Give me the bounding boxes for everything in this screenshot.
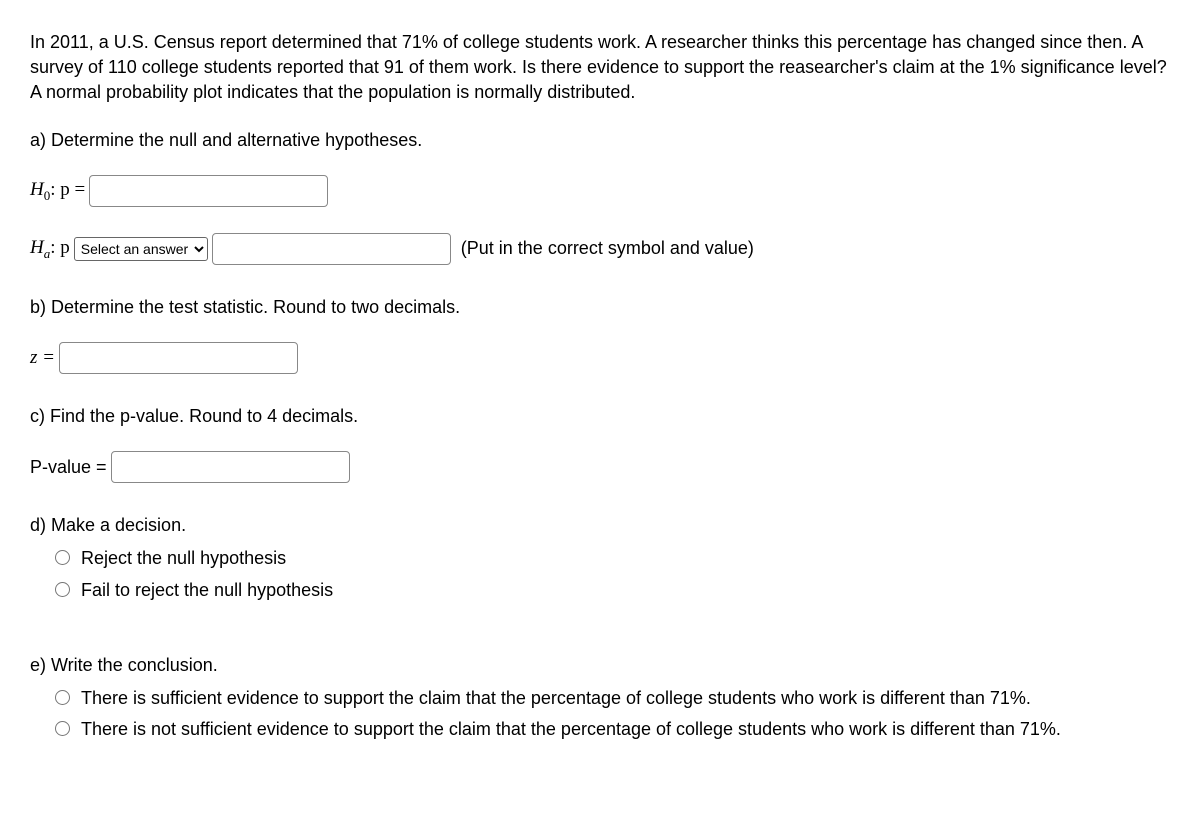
part-e-radio-0[interactable] (55, 690, 70, 705)
pvalue-label: P-value = (30, 455, 107, 480)
problem-statement: In 2011, a U.S. Census report determined… (30, 30, 1170, 106)
ha-label: Ha: p (30, 235, 70, 263)
h0-label: H0: p = (30, 177, 85, 205)
part-b-prompt: b) Determine the test statistic. Round t… (30, 295, 1170, 320)
ha-operator-select[interactable]: Select an answer (74, 237, 208, 261)
part-a: a) Determine the null and alternative hy… (30, 128, 1170, 265)
h0-row: H0: p = (30, 175, 1170, 207)
h0-letter: H (30, 179, 44, 200)
part-e-option-1[interactable]: There is not sufficient evidence to supp… (50, 717, 1170, 742)
ha-tail: : p (50, 237, 70, 258)
ha-hint: (Put in the correct symbol and value) (461, 236, 754, 261)
pvalue-input[interactable] (111, 451, 350, 483)
ha-letter: H (30, 237, 44, 258)
part-d-option-0[interactable]: Reject the null hypothesis (50, 546, 1170, 571)
ha-row: Ha: p Select an answer (Put in the corre… (30, 233, 1170, 265)
part-c-prompt: c) Find the p-value. Round to 4 decimals… (30, 404, 1170, 429)
part-e: e) Write the conclusion. There is suffic… (30, 653, 1170, 743)
part-d-radio-1[interactable] (55, 582, 70, 597)
part-d-option-1[interactable]: Fail to reject the null hypothesis (50, 578, 1170, 603)
part-d-option-0-label: Reject the null hypothesis (81, 546, 1101, 571)
part-a-prompt: a) Determine the null and alternative hy… (30, 128, 1170, 153)
z-label: z = (30, 345, 55, 372)
part-c: c) Find the p-value. Round to 4 decimals… (30, 404, 1170, 483)
h0-input[interactable] (89, 175, 328, 207)
z-row: z = (30, 342, 1170, 374)
part-e-option-0-label: There is sufficient evidence to support … (81, 686, 1101, 711)
pvalue-row: P-value = (30, 451, 1170, 483)
h0-tail: : p = (50, 179, 85, 200)
part-e-option-0[interactable]: There is sufficient evidence to support … (50, 686, 1170, 711)
part-d-option-1-label: Fail to reject the null hypothesis (81, 578, 1101, 603)
part-d-radio-0[interactable] (55, 550, 70, 565)
part-d-prompt: d) Make a decision. (30, 513, 1170, 538)
part-d: d) Make a decision. Reject the null hypo… (30, 513, 1170, 603)
part-b: b) Determine the test statistic. Round t… (30, 295, 1170, 374)
part-e-prompt: e) Write the conclusion. (30, 653, 1170, 678)
ha-value-input[interactable] (212, 233, 451, 265)
z-input[interactable] (59, 342, 298, 374)
part-e-radio-1[interactable] (55, 721, 70, 736)
part-e-option-1-label: There is not sufficient evidence to supp… (81, 717, 1101, 742)
